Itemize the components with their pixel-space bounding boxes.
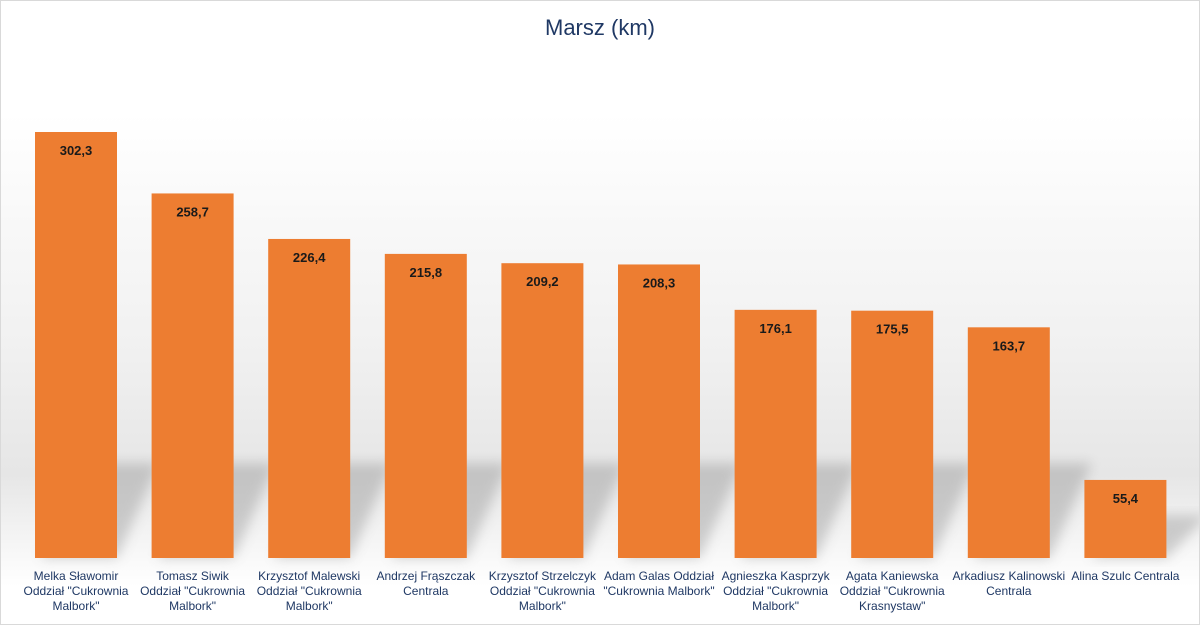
chart-title: Marsz (km): [545, 15, 655, 40]
bar: [851, 310, 934, 558]
category-label: Tomasz Siwik Oddział "Cukrownia Malbork": [140, 569, 246, 613]
category-label: Adam Galas Oddział "Cukrownia Malbork": [603, 569, 715, 598]
bar-value-label: 208,3: [643, 275, 676, 290]
category-label: Alina Szulc Centrala: [1071, 569, 1180, 583]
category-label: Melka Sławomir Oddział "Cukrownia Malbor…: [23, 569, 129, 613]
bar-value-label: 258,7: [176, 204, 209, 219]
bar-value-label: 209,2: [526, 274, 559, 289]
category-label: Agnieszka Kasprzyk Oddział "Cukrownia Ma…: [721, 569, 830, 613]
bar-value-label: 226,4: [293, 250, 326, 265]
bar: [384, 253, 467, 559]
bar: [618, 264, 700, 558]
category-label: Krzysztof Strzelczyk Oddział "Cukrownia …: [488, 569, 597, 613]
bar-value-label: 302,3: [60, 143, 93, 158]
bar-value-label: 163,7: [993, 338, 1026, 353]
bar: [734, 309, 817, 558]
category-label: Agata Kaniewska Oddział "Cukrownia Krasn…: [839, 569, 945, 613]
bar-value-label: 55,4: [1113, 491, 1139, 506]
bar: [967, 327, 1050, 558]
category-label: Arkadiusz Kalinowski Centrala: [952, 569, 1066, 598]
bar: [268, 238, 351, 558]
bar: [35, 132, 117, 558]
category-label: Krzysztof Malewski Oddział "Cukrownia Ma…: [256, 569, 362, 613]
category-label: Andrzej Frąszczak Centrala: [376, 569, 476, 598]
bar-value-label: 175,5: [876, 322, 909, 337]
bar-value-label: 215,8: [410, 265, 443, 280]
bar-value-label: 176,1: [759, 321, 792, 336]
bar: [151, 193, 234, 558]
bar: [1084, 479, 1167, 558]
bar: [501, 263, 584, 558]
